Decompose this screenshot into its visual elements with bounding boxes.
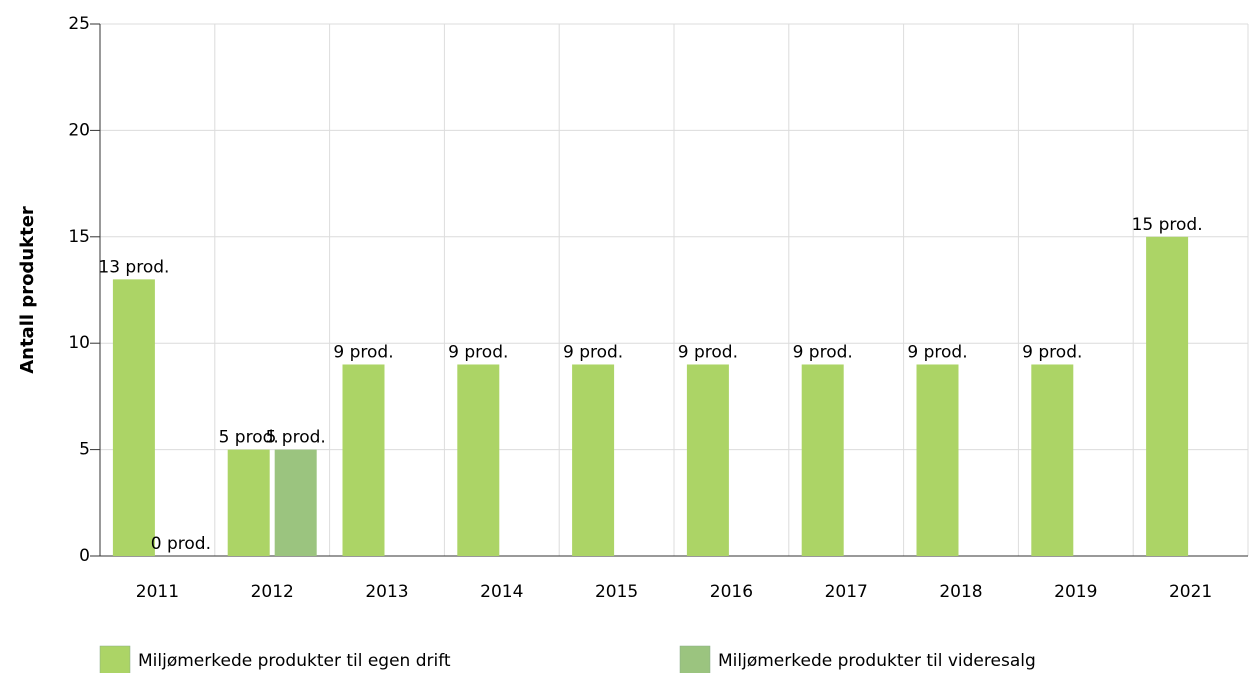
x-tick-label: 2012 [251, 582, 294, 602]
legend-label: Miljømerkede produkter til videresalg [718, 651, 1036, 671]
legend-swatch [99, 645, 131, 675]
x-tick-label: 2016 [710, 582, 753, 602]
y-tick-label: 25 [68, 14, 90, 34]
bar [1031, 364, 1074, 556]
x-tick-label: 2011 [136, 582, 179, 602]
bar [916, 364, 959, 556]
bar [112, 279, 155, 556]
y-tick-label: 20 [68, 120, 90, 140]
data-label: 9 prod. [563, 342, 623, 362]
y-tick-label: 0 [79, 546, 90, 566]
x-tick-label: 2013 [365, 582, 408, 602]
data-label: 5 prod. [219, 428, 279, 448]
bar [801, 364, 844, 556]
y-axis-label: Antall produkter [17, 206, 38, 374]
x-tick-label: 2021 [1169, 582, 1212, 602]
data-label: 5 prod. [266, 428, 326, 448]
data-label: 9 prod. [333, 342, 393, 362]
legend-label: Miljømerkede produkter til egen drift [138, 651, 451, 671]
x-tick-label: 2014 [480, 582, 523, 602]
bar [1146, 236, 1189, 557]
x-tick-label: 2017 [825, 582, 868, 602]
data-label: 9 prod. [793, 342, 853, 362]
data-label: 9 prod. [448, 342, 508, 362]
data-label: 9 prod. [907, 342, 967, 362]
bar [342, 364, 385, 556]
x-tick-label: 2018 [939, 582, 982, 602]
y-tick-label: 10 [68, 333, 90, 353]
data-label: 13 prod. [98, 257, 169, 277]
y-tick-label: 5 [79, 440, 90, 460]
bar [572, 364, 615, 556]
bar [227, 449, 270, 556]
legend-swatch [679, 645, 711, 675]
bar [457, 364, 500, 556]
data-label: 9 prod. [1022, 342, 1082, 362]
bar [686, 364, 729, 556]
data-label: 0 prod. [151, 534, 211, 554]
y-tick-label: 15 [68, 227, 90, 247]
x-tick-label: 2019 [1054, 582, 1097, 602]
data-label: 15 prod. [1132, 215, 1203, 235]
bar [274, 449, 317, 556]
data-label: 9 prod. [678, 342, 738, 362]
x-tick-label: 2015 [595, 582, 638, 602]
